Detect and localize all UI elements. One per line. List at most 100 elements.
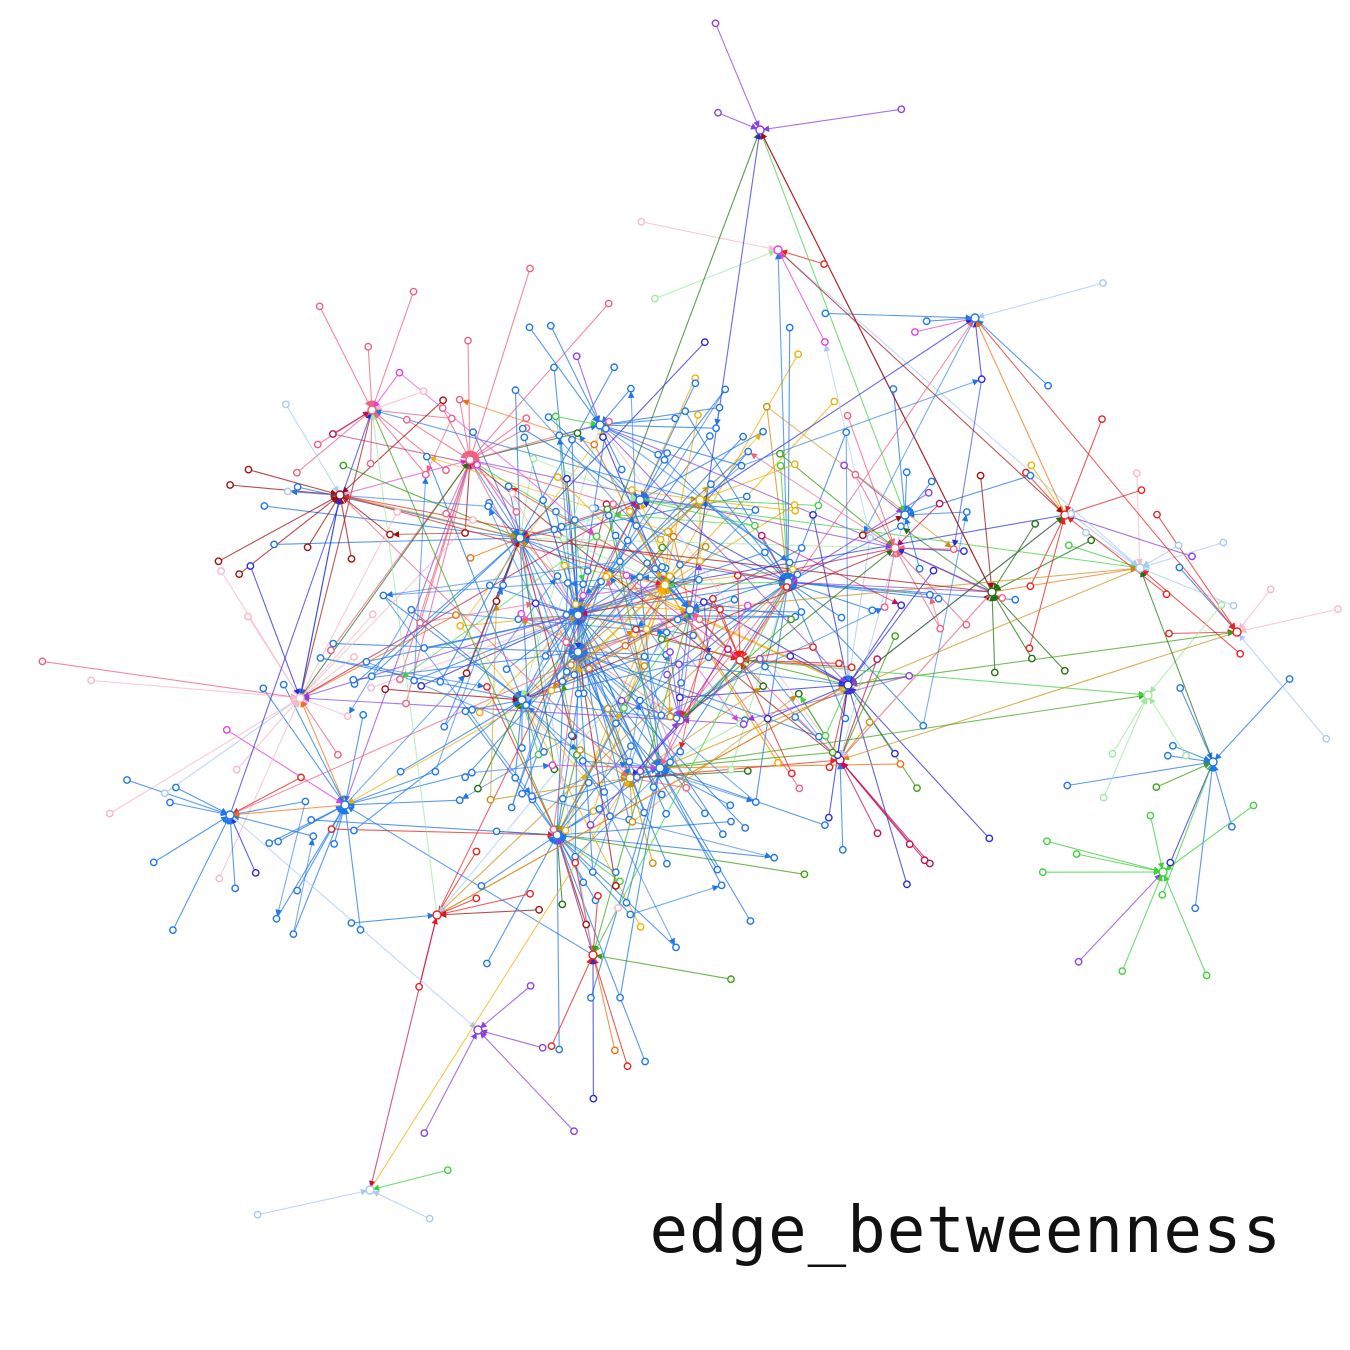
graph-edge [1067, 760, 1214, 787]
graph-node [821, 821, 829, 829]
graph-edge [469, 459, 896, 550]
graph-node [455, 796, 464, 805]
graph-node [466, 554, 475, 562]
graph-edge [299, 494, 342, 699]
graph-node [640, 808, 648, 817]
graph-node [651, 294, 659, 303]
graph-edge [1149, 815, 1165, 873]
graph-node [809, 511, 817, 519]
graph-node [665, 572, 674, 581]
graph-edge [902, 472, 909, 516]
graph-node [595, 805, 604, 813]
graph-edge [229, 409, 373, 816]
graph-edge [333, 804, 346, 845]
graph-node [557, 522, 566, 531]
graph-node [666, 648, 674, 656]
graph-edge [344, 771, 436, 806]
graph-node [1063, 781, 1072, 790]
graph-edge [989, 591, 996, 673]
graph-node [759, 682, 768, 691]
graph-node [962, 508, 971, 516]
graph-node [512, 507, 521, 516]
graph-node [473, 784, 482, 793]
graph-edge [1064, 514, 1193, 557]
graph-edge [399, 372, 597, 537]
graph-edge [227, 814, 236, 889]
graph-node [381, 685, 390, 694]
graph-edge [1076, 853, 1164, 874]
graph-node [733, 571, 742, 580]
graph-node [421, 470, 430, 479]
graph-edge [332, 409, 373, 435]
graph-edge [839, 759, 878, 834]
graph-node [726, 801, 735, 810]
graph-node [727, 765, 735, 774]
graph-edge [342, 804, 362, 930]
graph-node [364, 342, 373, 351]
graph-edge [659, 605, 749, 769]
graph-node [422, 452, 431, 461]
graph-edge [369, 409, 438, 916]
graph-node [858, 531, 867, 540]
graph-node [1143, 690, 1153, 700]
graph-node [743, 601, 752, 610]
graph-node [343, 712, 352, 720]
graph-node [609, 500, 618, 508]
graph-node [272, 914, 281, 923]
graph-node [432, 910, 442, 920]
graph-node [217, 567, 226, 575]
graph-node [550, 525, 559, 534]
graph-edge [577, 651, 746, 721]
graph-node [538, 1043, 547, 1052]
graph-edge [599, 421, 717, 429]
graph-edge [577, 547, 896, 617]
graph-node [402, 699, 410, 708]
graph-edge [974, 317, 1049, 387]
graph-edge [787, 581, 924, 727]
graph-edge [1156, 514, 1238, 633]
graph-edge [623, 609, 691, 709]
graph-node [1064, 541, 1073, 550]
graph-edge [1064, 514, 1167, 595]
graph-edge [654, 249, 779, 300]
graph-edge [1179, 687, 1214, 763]
graph-node [274, 837, 283, 846]
graph-node [572, 352, 581, 361]
graph-node [464, 336, 472, 345]
graph-edge [556, 754, 578, 836]
graph-node [511, 386, 520, 395]
graph-edge [153, 814, 231, 863]
graph-node [588, 504, 597, 513]
graph-edge [592, 953, 732, 980]
graph-node [654, 450, 662, 459]
graph-node [552, 507, 560, 516]
graph-edge [319, 306, 373, 411]
graph-node [655, 763, 665, 773]
graph-node [636, 767, 645, 776]
graph-node [326, 646, 335, 655]
graph-node [583, 567, 592, 575]
graph-node [1217, 601, 1226, 609]
graph-node [711, 19, 720, 28]
graph-node [611, 1046, 619, 1055]
graph-edge [406, 419, 471, 461]
graph-node [985, 834, 994, 843]
graph-edge [744, 675, 910, 721]
graph-edge [599, 407, 720, 427]
graph-edge [991, 591, 1033, 659]
graph-node [578, 757, 587, 765]
graph-node [253, 1210, 262, 1219]
graph-edge [529, 326, 601, 426]
graph-node [419, 387, 428, 396]
graph-node [821, 338, 829, 346]
graph-node [599, 433, 607, 441]
graph-edge [1236, 589, 1272, 633]
graph-edge [639, 700, 661, 769]
graph-node [438, 404, 447, 412]
graph-node [553, 473, 562, 482]
graph-node [787, 769, 796, 778]
graph-edge [299, 697, 346, 806]
graph-edge [550, 325, 601, 426]
